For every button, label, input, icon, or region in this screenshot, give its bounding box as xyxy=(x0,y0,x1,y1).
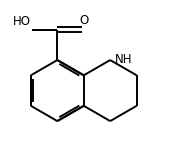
Text: HO: HO xyxy=(13,15,31,28)
Text: NH: NH xyxy=(114,53,132,66)
Text: O: O xyxy=(79,14,89,27)
